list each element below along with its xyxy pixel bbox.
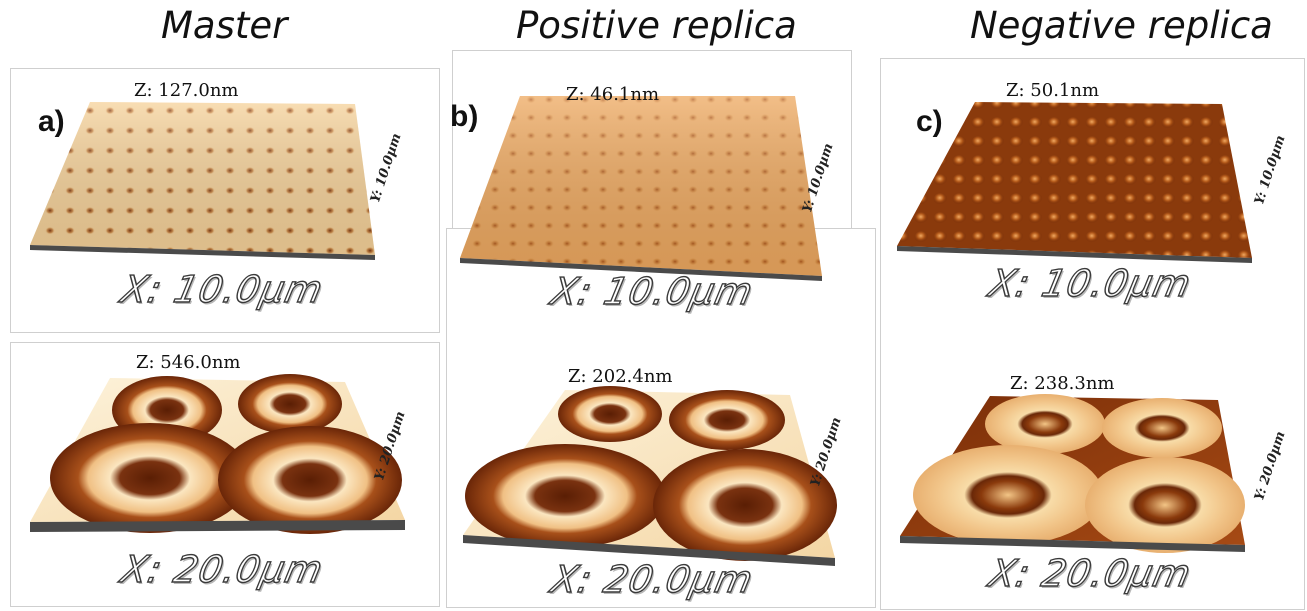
surface-negative-10um	[897, 102, 1252, 258]
z-range-label: Z: 46.1nm	[566, 84, 660, 105]
column-title-negative-replica: Negative replica	[970, 4, 1273, 47]
panel-letter-b: b)	[450, 100, 479, 133]
surface-edge	[897, 246, 1252, 263]
ring-feature	[218, 426, 402, 534]
ring-feature	[465, 444, 665, 548]
ring-feature	[1102, 398, 1222, 458]
z-range-label: Z: 546.0nm	[136, 352, 241, 373]
ring-feature	[238, 374, 342, 434]
column-title-master: Master	[161, 4, 288, 47]
x-axis-label: X: 10.0µm	[547, 269, 758, 313]
x-axis-label: X: 10.0µm	[117, 267, 328, 311]
column-title-positive-replica: Positive replica	[516, 4, 797, 47]
x-axis-label: X: 20.0µm	[547, 557, 758, 601]
z-range-label: Z: 127.0nm	[134, 80, 239, 101]
x-axis-label: X: 20.0µm	[985, 551, 1196, 595]
panel-letter-a: a)	[38, 105, 65, 138]
ring-feature	[1085, 457, 1245, 553]
x-axis-label: X: 20.0µm	[117, 547, 328, 591]
z-range-label: Z: 202.4nm	[568, 366, 673, 387]
z-range-label: Z: 50.1nm	[1006, 80, 1100, 101]
surface-edge	[460, 258, 822, 281]
z-range-label: Z: 238.3nm	[1010, 373, 1115, 394]
surface-edge	[30, 520, 405, 532]
surface-edge	[30, 245, 375, 260]
ring-feature	[985, 394, 1105, 454]
panel-letter-c: c)	[916, 105, 943, 138]
ring-feature	[913, 445, 1103, 545]
ring-feature	[669, 390, 785, 450]
ring-feature	[50, 423, 250, 533]
ring-feature	[653, 449, 837, 561]
x-axis-label: X: 10.0µm	[985, 261, 1196, 305]
surface-edge	[900, 536, 1245, 552]
ring-feature	[558, 386, 662, 442]
surface-edge	[463, 535, 835, 566]
